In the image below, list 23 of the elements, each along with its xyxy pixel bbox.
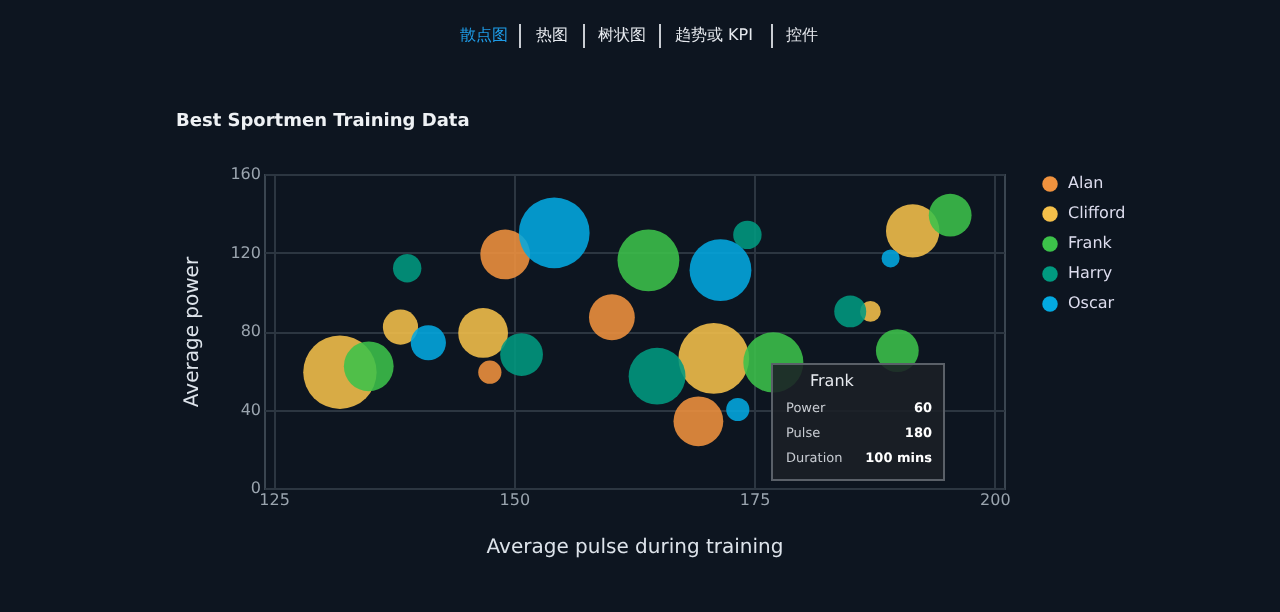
y-tick-label: 120 — [230, 243, 261, 262]
x-tick-label: 200 — [980, 491, 1011, 509]
y-tick-label: 40 — [240, 400, 261, 419]
legend-label: Harry — [1068, 264, 1113, 282]
legend-label: Alan — [1068, 174, 1104, 192]
x-tick-label: 125 — [259, 491, 290, 509]
y-axis-title: Average power — [182, 255, 205, 408]
annotation: Frank — [810, 372, 855, 390]
y-tick-label: 80 — [240, 322, 261, 340]
legend-label: Clifford — [1068, 204, 1126, 222]
y-tick-label: 0 — [250, 479, 261, 497]
legend-label: Frank — [1068, 234, 1113, 252]
text: 控件 — [786, 26, 818, 44]
text: 散点图 — [460, 26, 508, 44]
legend-label: Oscar — [1068, 294, 1116, 312]
x-tick-label: 175 — [739, 491, 771, 509]
text: 热图 — [536, 26, 568, 44]
y-tick-label: 160 — [230, 165, 261, 183]
chart-title: Best Sportmen Training Data — [176, 112, 470, 132]
x-axis-title: Average pulse during training — [486, 537, 784, 559]
text: 趋势或 KPI — [675, 26, 753, 44]
x-tick-label: 150 — [499, 491, 531, 509]
text: 树状图 — [598, 26, 646, 44]
